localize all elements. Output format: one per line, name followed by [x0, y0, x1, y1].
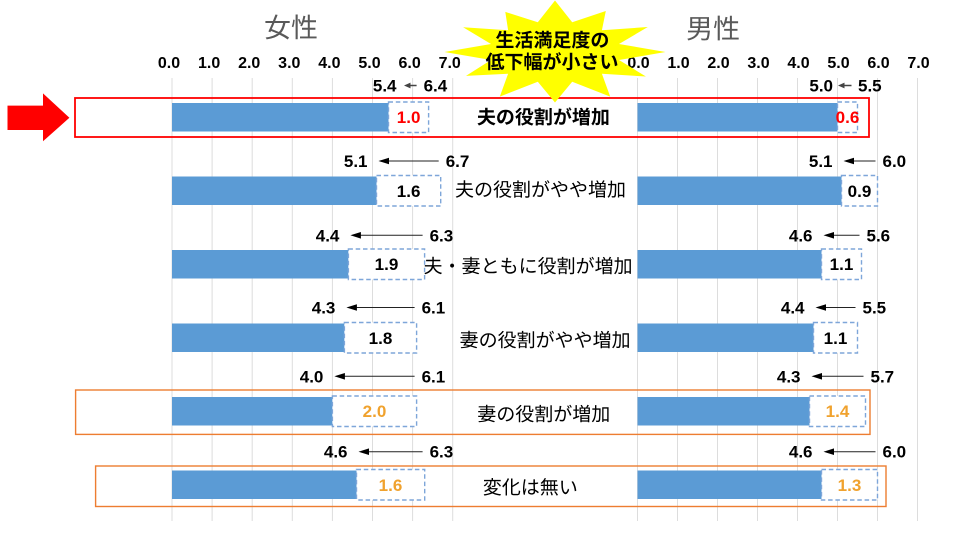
svg-text:5.5: 5.5 — [858, 77, 882, 96]
svg-text:2.0: 2.0 — [238, 55, 260, 72]
svg-text:2.0: 2.0 — [707, 55, 729, 72]
svg-text:5.1: 5.1 — [809, 152, 833, 171]
svg-text:7.0: 7.0 — [907, 55, 929, 72]
svg-text:5.0: 5.0 — [827, 55, 849, 72]
svg-text:4.6: 4.6 — [789, 226, 813, 245]
svg-text:5.0: 5.0 — [809, 77, 833, 96]
svg-text:0.6: 0.6 — [836, 108, 860, 127]
svg-text:1.6: 1.6 — [379, 476, 403, 495]
svg-text:6.3: 6.3 — [430, 443, 454, 462]
svg-text:4.0: 4.0 — [787, 55, 809, 72]
svg-text:4.4: 4.4 — [781, 299, 805, 318]
svg-text:3.0: 3.0 — [747, 55, 769, 72]
svg-text:0.9: 0.9 — [848, 182, 872, 201]
svg-text:1.3: 1.3 — [838, 476, 862, 495]
svg-text:0.0: 0.0 — [627, 55, 649, 72]
svg-text:3.0: 3.0 — [278, 55, 300, 72]
svg-text:1.8: 1.8 — [369, 329, 393, 348]
svg-text:1.1: 1.1 — [824, 329, 848, 348]
svg-text:1.9: 1.9 — [375, 255, 399, 274]
svg-text:1.4: 1.4 — [826, 402, 850, 421]
svg-text:1.0: 1.0 — [667, 55, 689, 72]
svg-text:6.3: 6.3 — [430, 226, 454, 245]
svg-text:4.4: 4.4 — [316, 226, 340, 245]
svg-text:4.3: 4.3 — [312, 299, 336, 318]
svg-text:6.0: 6.0 — [867, 55, 889, 72]
svg-text:2.0: 2.0 — [363, 402, 387, 421]
svg-text:6.1: 6.1 — [422, 367, 446, 386]
svg-text:5.4: 5.4 — [373, 77, 397, 96]
svg-text:4.6: 4.6 — [789, 443, 813, 462]
svg-text:5.5: 5.5 — [863, 299, 887, 318]
svg-text:6.4: 6.4 — [424, 77, 448, 96]
svg-text:1.0: 1.0 — [198, 55, 220, 72]
svg-text:4.3: 4.3 — [777, 367, 801, 386]
svg-text:6.0: 6.0 — [883, 152, 907, 171]
svg-text:6.0: 6.0 — [883, 443, 907, 462]
svg-text:6.7: 6.7 — [446, 152, 470, 171]
svg-text:7.0: 7.0 — [439, 55, 461, 72]
svg-text:4.0: 4.0 — [300, 367, 324, 386]
svg-text:5.1: 5.1 — [344, 152, 368, 171]
svg-text:1.0: 1.0 — [397, 108, 421, 127]
svg-text:6.1: 6.1 — [422, 299, 446, 318]
svg-text:6.0: 6.0 — [398, 55, 420, 72]
svg-text:0.0: 0.0 — [158, 55, 180, 72]
svg-text:5.7: 5.7 — [871, 367, 895, 386]
svg-text:5.6: 5.6 — [867, 226, 891, 245]
svg-text:4.6: 4.6 — [324, 443, 348, 462]
svg-text:5.0: 5.0 — [358, 55, 380, 72]
svg-text:1.6: 1.6 — [397, 182, 421, 201]
svg-text:1.1: 1.1 — [830, 255, 854, 274]
svg-text:4.0: 4.0 — [318, 55, 340, 72]
